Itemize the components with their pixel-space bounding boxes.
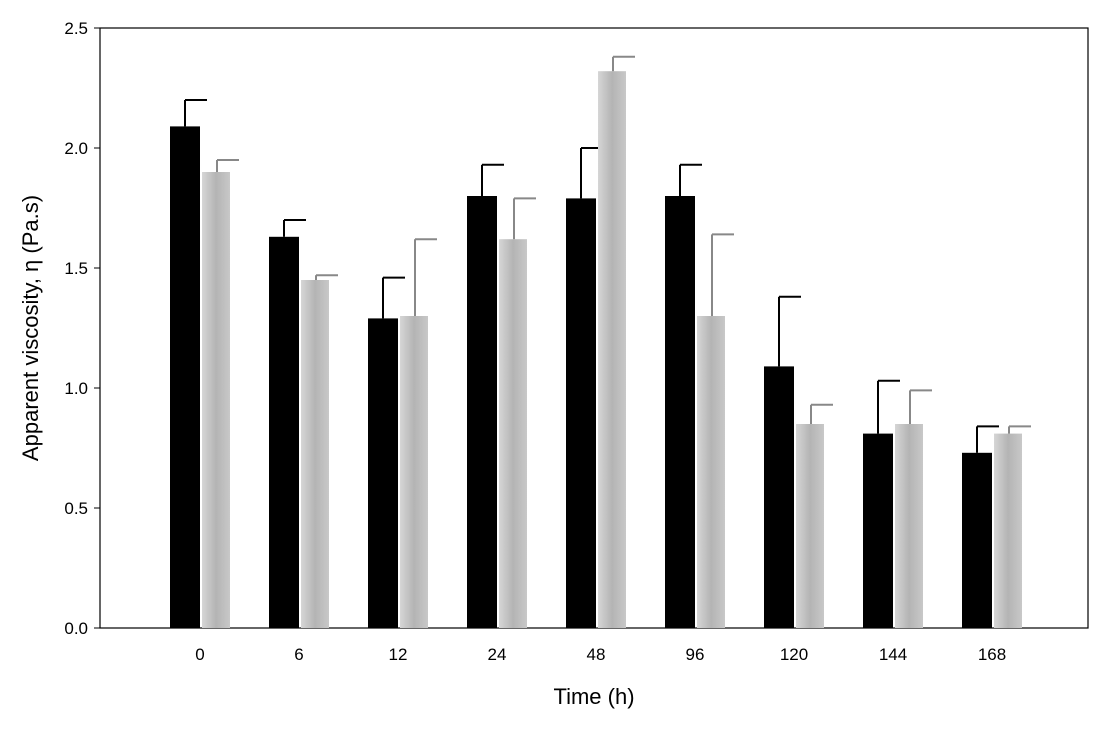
bar-series-2-12 <box>400 316 428 628</box>
bar-series-1-6 <box>269 236 299 629</box>
y-tick-label: 2.5 <box>64 19 88 38</box>
x-tick-label: 48 <box>587 645 606 664</box>
bar-series-2-0 <box>202 172 230 628</box>
bar-series-1-168 <box>962 452 992 628</box>
bar-series-2-24 <box>499 239 527 628</box>
y-tick-label: 1.0 <box>64 379 88 398</box>
bar-series-1-144 <box>863 433 893 628</box>
bar-series-2-168 <box>994 433 1022 628</box>
bar-series-1-48 <box>566 198 596 628</box>
y-tick-label: 1.5 <box>64 259 88 278</box>
x-tick-label: 0 <box>195 645 204 664</box>
bar-series-1-24 <box>467 196 497 628</box>
x-axis-label: Time (h) <box>553 684 634 709</box>
bar-series-2-96 <box>697 316 725 628</box>
bar-series-1-120 <box>764 366 794 628</box>
y-axis-label: Apparent viscosity, η (Pa.s) <box>18 195 43 461</box>
bar-series-1-96 <box>665 196 695 628</box>
bar-series-2-120 <box>796 424 824 628</box>
x-tick-label: 12 <box>389 645 408 664</box>
x-tick-label: 120 <box>780 645 808 664</box>
bar-series-1-0 <box>170 126 200 629</box>
y-tick-label: 0.0 <box>64 619 88 638</box>
bar-series-2-6 <box>301 280 329 628</box>
x-tick-label: 24 <box>488 645 507 664</box>
bar-series-2-48 <box>598 71 626 628</box>
bar-series-1-12 <box>368 318 398 628</box>
x-tick-label: 144 <box>879 645 907 664</box>
x-tick-label: 168 <box>978 645 1006 664</box>
y-tick-label: 0.5 <box>64 499 88 518</box>
bar-series-2-144 <box>895 424 923 628</box>
x-tick-label: 96 <box>686 645 705 664</box>
y-tick-label: 2.0 <box>64 139 88 158</box>
x-tick-label: 6 <box>294 645 303 664</box>
